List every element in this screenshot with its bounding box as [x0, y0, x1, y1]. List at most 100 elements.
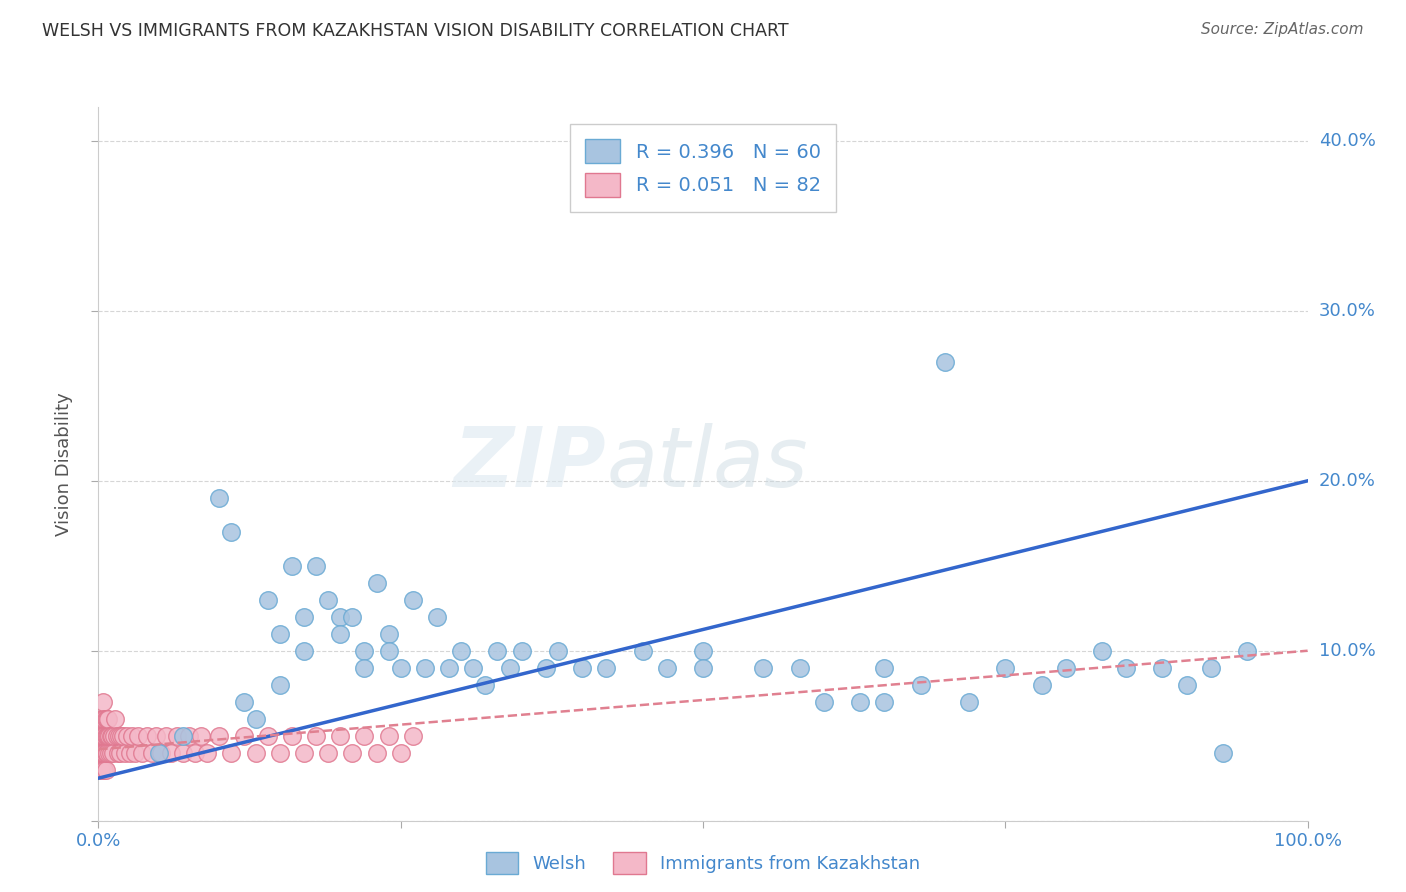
- Point: [91, 746, 114, 760]
- Point: [1236, 644, 1258, 658]
- Point: [124, 746, 146, 760]
- Point: [91, 729, 114, 743]
- Point: [93, 763, 115, 777]
- Point: [450, 644, 472, 658]
- Point: [160, 746, 183, 760]
- Point: [135, 729, 157, 743]
- Point: [342, 609, 364, 624]
- Point: [232, 729, 254, 743]
- Point: [172, 746, 194, 760]
- Point: [93, 729, 115, 743]
- Point: [426, 609, 449, 624]
- Point: [98, 729, 121, 743]
- Point: [131, 746, 153, 760]
- Point: [94, 729, 117, 743]
- Point: [108, 746, 131, 760]
- Point: [402, 729, 425, 743]
- Point: [172, 729, 194, 743]
- Point: [377, 729, 399, 743]
- Point: [366, 575, 388, 590]
- Point: [91, 729, 114, 743]
- Point: [208, 491, 231, 505]
- Point: [103, 729, 125, 743]
- Point: [177, 729, 201, 743]
- Point: [692, 644, 714, 658]
- Point: [849, 695, 872, 709]
- Point: [148, 746, 170, 760]
- Point: [121, 729, 143, 743]
- Point: [389, 661, 412, 675]
- Text: 20.0%: 20.0%: [1319, 472, 1375, 490]
- Point: [1054, 661, 1077, 675]
- Point: [91, 695, 114, 709]
- Point: [94, 746, 117, 760]
- Point: [510, 644, 533, 658]
- Text: Source: ZipAtlas.com: Source: ZipAtlas.com: [1201, 22, 1364, 37]
- Point: [269, 678, 291, 692]
- Point: [994, 661, 1017, 675]
- Text: ZIP: ZIP: [454, 424, 606, 504]
- Point: [534, 661, 557, 675]
- Point: [100, 729, 122, 743]
- Point: [91, 729, 114, 743]
- Point: [90, 763, 112, 777]
- Legend: R = 0.396   N = 60, R = 0.051   N = 82: R = 0.396 N = 60, R = 0.051 N = 82: [569, 124, 837, 212]
- Point: [108, 729, 131, 743]
- Point: [190, 729, 212, 743]
- Point: [463, 661, 485, 675]
- Point: [114, 746, 136, 760]
- Point: [90, 746, 112, 760]
- Point: [127, 729, 149, 743]
- Point: [100, 729, 122, 743]
- Point: [292, 746, 315, 760]
- Point: [413, 661, 436, 675]
- Point: [94, 763, 117, 777]
- Point: [655, 661, 678, 675]
- Point: [377, 644, 399, 658]
- Point: [94, 712, 117, 726]
- Point: [353, 661, 375, 675]
- Point: [166, 729, 188, 743]
- Point: [141, 746, 163, 760]
- Point: [873, 661, 896, 675]
- Point: [377, 626, 399, 640]
- Point: [329, 609, 352, 624]
- Point: [90, 729, 112, 743]
- Point: [342, 746, 364, 760]
- Point: [957, 695, 980, 709]
- Point: [155, 729, 177, 743]
- Point: [93, 746, 115, 760]
- Point: [910, 678, 932, 692]
- Point: [101, 746, 124, 760]
- Point: [98, 746, 121, 760]
- Point: [90, 729, 112, 743]
- Point: [150, 746, 173, 760]
- Point: [281, 558, 304, 573]
- Point: [305, 729, 328, 743]
- Point: [91, 763, 114, 777]
- Text: 10.0%: 10.0%: [1319, 641, 1375, 660]
- Text: WELSH VS IMMIGRANTS FROM KAZAKHSTAN VISION DISABILITY CORRELATION CHART: WELSH VS IMMIGRANTS FROM KAZAKHSTAN VISI…: [42, 22, 789, 40]
- Point: [232, 695, 254, 709]
- Point: [692, 661, 714, 675]
- Point: [571, 661, 593, 675]
- Point: [107, 746, 129, 760]
- Point: [184, 746, 207, 760]
- Point: [118, 746, 141, 760]
- Point: [97, 729, 120, 743]
- Point: [316, 746, 339, 760]
- Text: 30.0%: 30.0%: [1319, 301, 1375, 320]
- Point: [329, 729, 352, 743]
- Point: [1212, 746, 1234, 760]
- Point: [105, 729, 128, 743]
- Point: [752, 661, 775, 675]
- Point: [486, 644, 509, 658]
- Point: [117, 729, 139, 743]
- Point: [195, 746, 218, 760]
- Point: [104, 712, 127, 726]
- Point: [281, 729, 304, 743]
- Point: [91, 712, 114, 726]
- Point: [789, 661, 811, 675]
- Point: [437, 661, 460, 675]
- Point: [329, 626, 352, 640]
